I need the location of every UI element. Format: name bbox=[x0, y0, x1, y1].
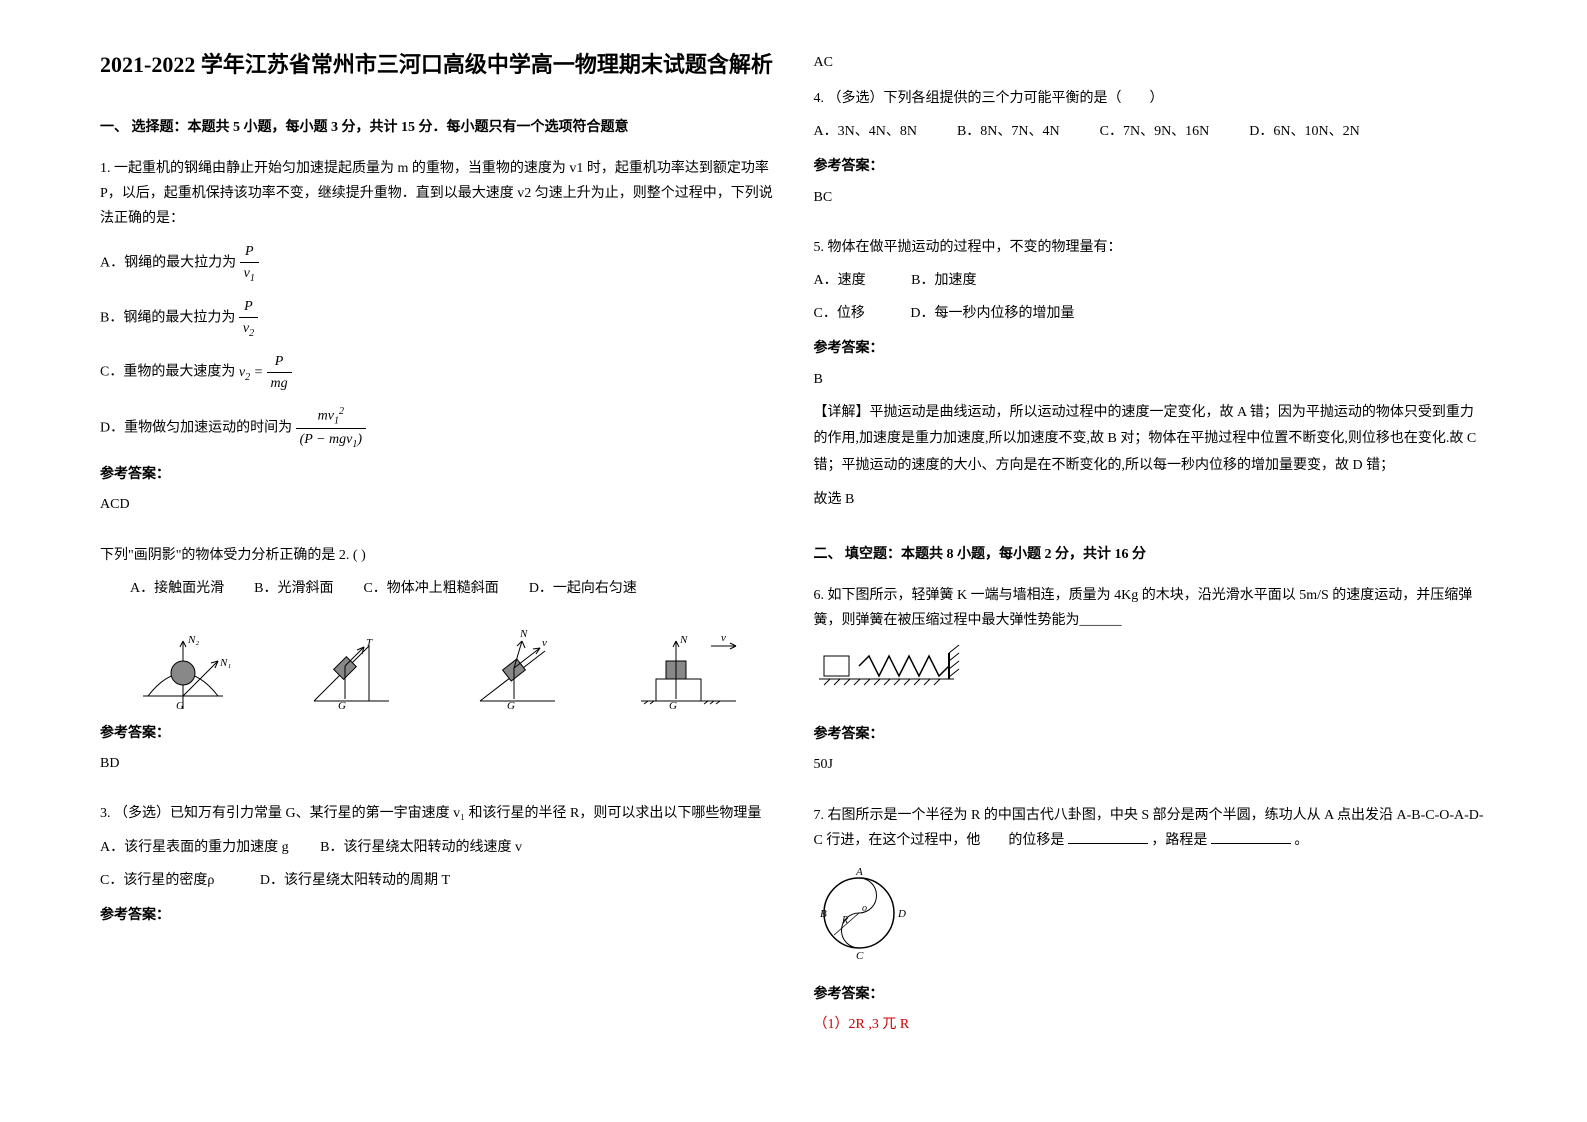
answer-label: 参考答案： bbox=[814, 154, 1488, 179]
q5-optA: A．速度 bbox=[814, 273, 866, 288]
q2-optC: C．物体冲上粗糙斜面 bbox=[363, 576, 498, 601]
answer-label: 参考答案： bbox=[100, 721, 774, 746]
q2-text: 下列"画阴影"的物体受力分析正确的是 2. ( ) bbox=[100, 543, 774, 568]
q2-options: A．接触面光滑 B．光滑斜面 C．物体冲上粗糙斜面 D．一起向右匀速 bbox=[100, 576, 774, 601]
fraction-icon: P v1 bbox=[240, 241, 259, 286]
q7-text-part3: 。 bbox=[1294, 833, 1308, 848]
document-title: 2021-2022 学年江苏省常州市三河口高级中学高一物理期末试题含解析 bbox=[100, 50, 774, 81]
question-1: 1. 一起重机的钢绳由静止开始匀加速提起质量为 m 的重物，当重物的速度为 v1… bbox=[100, 156, 774, 523]
q4-answer: BC bbox=[814, 185, 1488, 210]
q4-optC: C．7N、9N、16N bbox=[1100, 119, 1210, 144]
q3-optC: C．该行星的密度ρ bbox=[100, 873, 214, 888]
svg-text:R: R bbox=[841, 915, 848, 926]
answer-label: 参考答案： bbox=[100, 462, 774, 487]
blank-field bbox=[1068, 830, 1148, 844]
q5-optC: C．位移 bbox=[814, 306, 865, 321]
q3-options2: C．该行星的密度ρ D．该行星绕太阳转动的周期 T bbox=[100, 868, 774, 893]
q3-answer: AC bbox=[814, 55, 1488, 71]
svg-text:N: N bbox=[679, 634, 688, 646]
diagram-c-icon: N v G bbox=[460, 611, 570, 711]
svg-text:G: G bbox=[338, 700, 346, 711]
question-5: 5. 物体在做平抛运动的过程中，不变的物理量有： A．速度 B．加速度 C．位移… bbox=[814, 235, 1488, 518]
q4-options: A．3N、4N、8N B．8N、7N、4N C．7N、9N、16N D．6N、1… bbox=[814, 119, 1488, 144]
answer-label: 参考答案： bbox=[814, 722, 1488, 747]
q4-optA: A．3N、4N、8N bbox=[814, 119, 917, 144]
section1-header: 一、 选择题：本题共 5 小题，每小题 3 分，共计 15 分．每小题只有一个选… bbox=[100, 116, 774, 136]
q5-text: 5. 物体在做平抛运动的过程中，不变的物理量有： bbox=[814, 235, 1488, 260]
q1-optB-prefix: B．钢绳的最大拉力为 bbox=[100, 311, 235, 326]
svg-text:C: C bbox=[856, 950, 864, 962]
q1-optD-prefix: D．重物做匀加速运动的时间为 bbox=[100, 420, 292, 435]
q2-answer: BD bbox=[100, 751, 774, 776]
question-4: 4. （多选）下列各组提供的三个力可能平衡的是（ ） A．3N、4N、8N B．… bbox=[814, 86, 1488, 215]
q4-text: 4. （多选）下列各组提供的三个力可能平衡的是（ ） bbox=[814, 86, 1488, 111]
bagua-diagram-icon: A B C D o R bbox=[814, 863, 1488, 972]
q1-optA-prefix: A．钢绳的最大拉力为 bbox=[100, 256, 236, 271]
blank-field bbox=[1211, 830, 1291, 844]
svg-text:B: B bbox=[820, 908, 827, 920]
q4-optD: D．6N、10N、2N bbox=[1249, 119, 1359, 144]
question-7: 7. 右图所示是一个半径为 R 的中国古代八卦图，中央 S 部分是两个半圆，练功… bbox=[814, 803, 1488, 1043]
answer-label: 参考答案： bbox=[100, 903, 774, 928]
q1-text: 1. 一起重机的钢绳由静止开始匀加速提起质量为 m 的重物，当重物的速度为 v1… bbox=[100, 156, 774, 232]
section2-header: 二、 填空题：本题共 8 小题，每小题 2 分，共计 16 分 bbox=[814, 543, 1488, 563]
q3-optA: A．该行星表面的重力加速度 g bbox=[100, 840, 289, 855]
answer-label: 参考答案： bbox=[814, 336, 1488, 361]
q5-options2: C．位移 D．每一秒内位移的增加量 bbox=[814, 301, 1488, 326]
q5-answer: B bbox=[814, 367, 1488, 392]
q7-answer: （1）2R ,3 兀 R bbox=[814, 1012, 1488, 1037]
svg-text:o: o bbox=[862, 903, 867, 914]
q1-option-b: B．钢绳的最大拉力为 P v2 bbox=[100, 296, 774, 341]
question-6: 6. 如下图所示，轻弹簧 K 一端与墙相连，质量为 4Kg 的木块，沿光滑水平面… bbox=[814, 583, 1488, 783]
q1-option-a: A．钢绳的最大拉力为 P v1 bbox=[100, 241, 774, 286]
q3-optD: D．该行星绕太阳转动的周期 T bbox=[260, 873, 450, 888]
question-2: 下列"画阴影"的物体受力分析正确的是 2. ( ) A．接触面光滑 B．光滑斜面… bbox=[100, 543, 774, 782]
q1-option-c: C．重物的最大速度为 v2 = P mg bbox=[100, 351, 774, 394]
svg-text:N₂: N₂ bbox=[187, 634, 199, 646]
diagram-b-icon: T G bbox=[294, 611, 404, 711]
svg-text:T: T bbox=[366, 637, 373, 649]
svg-text:D: D bbox=[897, 908, 906, 920]
diagram-a-icon: N₂ N₁ G bbox=[128, 611, 238, 711]
q2-optB: B．光滑斜面 bbox=[254, 576, 333, 601]
q1-option-d: D．重物做匀加速运动的时间为 mv12 (P − mgv1) bbox=[100, 404, 774, 452]
q3-options: A．该行星表面的重力加速度 g B．该行星绕太阳转动的线速度 v bbox=[100, 835, 774, 860]
spring-diagram-icon bbox=[814, 643, 1488, 712]
answer-label: 参考答案： bbox=[814, 982, 1488, 1007]
q1-answer: ACD bbox=[100, 492, 774, 517]
svg-text:G: G bbox=[176, 700, 184, 711]
q5-optB: B．加速度 bbox=[911, 273, 976, 288]
svg-text:A: A bbox=[855, 866, 863, 878]
q5-options1: A．速度 B．加速度 bbox=[814, 268, 1488, 293]
diagram-d-icon: N v G bbox=[626, 611, 746, 711]
svg-text:N₁: N₁ bbox=[219, 657, 231, 669]
left-column: 2021-2022 学年江苏省常州市三河口高级中学高一物理期末试题含解析 一、 … bbox=[100, 50, 774, 1072]
q3-optB: B．该行星绕太阳转动的线速度 v bbox=[320, 840, 522, 855]
q5-optD: D．每一秒内位移的增加量 bbox=[910, 306, 1074, 321]
fraction-icon: mv12 (P − mgv1) bbox=[296, 404, 366, 452]
fraction-icon: P v2 bbox=[239, 296, 258, 341]
q5-explanation: 【详解】平抛运动是曲线运动，所以运动过程中的速度一定变化，故 A 错；因为平抛运… bbox=[814, 400, 1488, 480]
q2-optA: A．接触面光滑 bbox=[130, 576, 224, 601]
right-column: AC 4. （多选）下列各组提供的三个力可能平衡的是（ ） A．3N、4N、8N… bbox=[814, 50, 1488, 1072]
q2-optD: D．一起向右匀速 bbox=[529, 576, 637, 601]
q5-conclusion: 故选 B bbox=[814, 487, 1488, 512]
svg-text:v: v bbox=[542, 637, 547, 649]
svg-text:v: v bbox=[721, 632, 726, 644]
q4-optB: B．8N、7N、4N bbox=[957, 119, 1060, 144]
q6-answer: 50J bbox=[814, 752, 1488, 777]
q6-text: 6. 如下图所示，轻弹簧 K 一端与墙相连，质量为 4Kg 的木块，沿光滑水平面… bbox=[814, 583, 1488, 633]
q7-text-part1: 7. 右图所示是一个半径为 R 的中国古代八卦图，中央 S 部分是两个半圆，练功… bbox=[814, 808, 1484, 848]
q1-optC-prefix: C．重物的最大速度为 bbox=[100, 365, 235, 380]
q3-text: 3. （多选）已知万有引力常量 G、某行星的第一宇宙速度 v₁ 和该行星的半径 … bbox=[100, 801, 774, 826]
svg-text:G: G bbox=[669, 700, 677, 711]
svg-text:G: G bbox=[507, 700, 515, 711]
q2-diagrams: N₂ N₁ G T G bbox=[100, 611, 774, 711]
q7-text-part2: ，路程是 bbox=[1151, 833, 1207, 848]
fraction-icon: P mg bbox=[267, 351, 292, 394]
q7-text: 7. 右图所示是一个半径为 R 的中国古代八卦图，中央 S 部分是两个半圆，练功… bbox=[814, 803, 1488, 853]
question-3: 3. （多选）已知万有引力常量 G、某行星的第一宇宙速度 v₁ 和该行星的半径 … bbox=[100, 801, 774, 933]
svg-text:N: N bbox=[519, 628, 528, 640]
